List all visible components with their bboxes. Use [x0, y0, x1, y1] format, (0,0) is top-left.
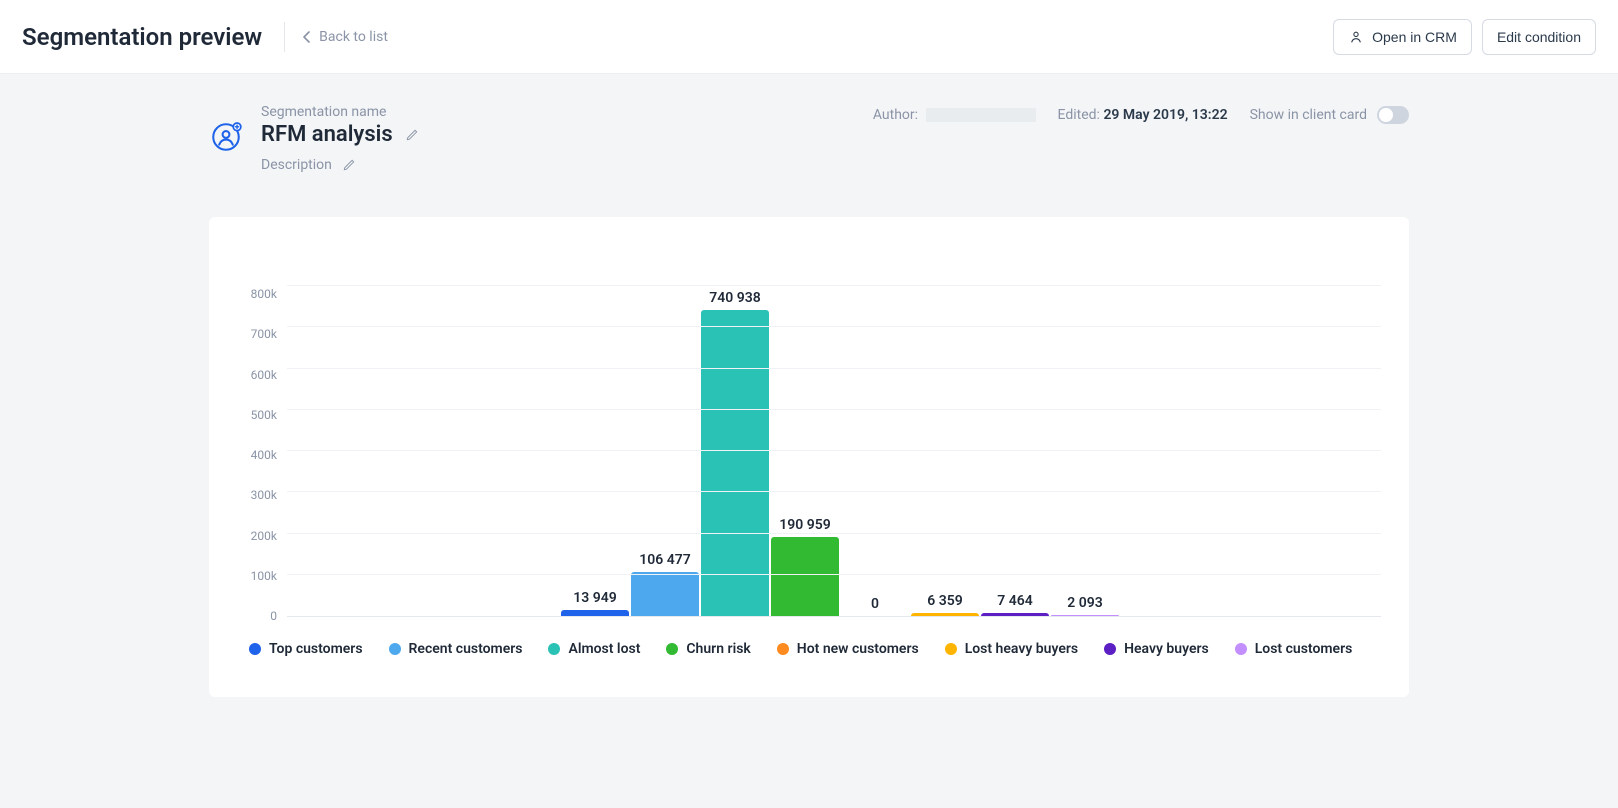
chevron-left-icon [303, 31, 311, 43]
author-block: Author: [873, 107, 1036, 123]
legend-swatch [249, 643, 261, 655]
description-label: Description [261, 157, 332, 173]
legend-label: Heavy buyers [1124, 641, 1209, 657]
gridline [287, 368, 1381, 369]
chart: 800k 700k 600k 500k 400k 300k 200k 100k 0 13 949… [237, 287, 1381, 623]
show-in-client-card-label: Show in client card [1250, 107, 1367, 123]
author-value-redacted [926, 108, 1036, 122]
gridline [287, 285, 1381, 286]
y-tick-label: 400k [251, 448, 277, 462]
y-tick-label: 0 [270, 609, 277, 623]
gridline [287, 326, 1381, 327]
bar-value-label: 7 464 [997, 593, 1032, 609]
y-tick-label: 700k [251, 327, 277, 341]
legend-item[interactable]: Lost heavy buyers [945, 641, 1078, 657]
bar-item: 106 477 [631, 552, 699, 616]
edited-label: Edited: [1058, 107, 1100, 123]
edit-name-icon[interactable] [405, 128, 419, 142]
gridline [287, 574, 1381, 575]
chart-card: 800k 700k 600k 500k 400k 300k 200k 100k 0 13 949… [209, 217, 1409, 697]
segmentation-name: RFM analysis [261, 122, 393, 147]
legend-label: Recent customers [409, 641, 523, 657]
bar-rect[interactable] [911, 613, 979, 616]
divider [284, 22, 285, 52]
legend-item[interactable]: Recent customers [389, 641, 523, 657]
bar-value-label: 106 477 [639, 552, 690, 568]
gridline [287, 533, 1381, 534]
segmentation-name-label: Segmentation name [261, 104, 419, 120]
bar-item: 6 359 [911, 593, 979, 616]
bar-item: 7 464 [981, 593, 1049, 616]
top-bar: Segmentation preview Back to list Open i… [0, 0, 1618, 74]
bar-item: 740 938 [701, 290, 769, 616]
open-in-crm-button[interactable]: Open in CRM [1333, 19, 1472, 55]
legend-item[interactable]: Lost customers [1235, 641, 1353, 657]
bar-rect[interactable] [701, 310, 769, 616]
open-in-crm-label: Open in CRM [1372, 29, 1457, 45]
legend-label: Churn risk [686, 641, 750, 657]
content-area: Segmentation name RFM analysis Descripti… [0, 74, 1618, 737]
legend-swatch [1235, 643, 1247, 655]
bar-item: 13 949 [561, 590, 629, 616]
edited-block: Edited: 29 May 2019, 13:22 [1058, 107, 1228, 123]
bar-rect[interactable] [631, 572, 699, 616]
bar-value-label: 190 959 [779, 517, 830, 533]
legend-swatch [777, 643, 789, 655]
bar-rect[interactable] [771, 537, 839, 616]
show-in-client-card-toggle[interactable] [1377, 106, 1409, 124]
bar-value-label: 6 359 [927, 593, 962, 609]
meta-right: Author: Edited: 29 May 2019, 13:22 Show … [873, 104, 1409, 124]
back-to-list-link[interactable]: Back to list [303, 29, 388, 45]
meta-row: Segmentation name RFM analysis Descripti… [209, 104, 1409, 173]
person-icon [1348, 29, 1364, 45]
legend-label: Lost heavy buyers [965, 641, 1078, 657]
bar-value-label: 0 [871, 596, 879, 612]
legend-item[interactable]: Top customers [249, 641, 363, 657]
segment-icon [209, 120, 243, 154]
bar-value-label: 13 949 [573, 590, 616, 606]
legend-swatch [945, 643, 957, 655]
chart-plot: 13 949 106 477 740 938 190 959 0 6 359 7 464 2 … [287, 287, 1381, 617]
page-title: Segmentation preview [22, 23, 262, 51]
legend-item[interactable]: Heavy buyers [1104, 641, 1209, 657]
bar-rect[interactable] [981, 613, 1049, 616]
bar-value-label: 740 938 [709, 290, 760, 306]
back-to-list-label: Back to list [319, 29, 388, 45]
author-label: Author: [873, 107, 918, 123]
y-tick-label: 800k [251, 287, 277, 301]
legend-label: Top customers [269, 641, 363, 657]
segmentation-header: Segmentation name RFM analysis Descripti… [261, 104, 419, 173]
edit-condition-label: Edit condition [1497, 29, 1581, 45]
edited-value: 29 May 2019, 13:22 [1103, 107, 1227, 123]
legend-label: Hot new customers [797, 641, 919, 657]
legend-swatch [389, 643, 401, 655]
edit-description-icon[interactable] [342, 158, 356, 172]
y-tick-label: 100k [251, 569, 277, 583]
y-axis: 800k 700k 600k 500k 400k 300k 200k 100k 0 [237, 287, 287, 623]
legend-label: Lost customers [1255, 641, 1353, 657]
bar-item: 2 093 [1051, 595, 1119, 616]
legend-item[interactable]: Churn risk [666, 641, 750, 657]
chart-legend: Top customers Recent customers Almost lost… [249, 641, 1381, 657]
gridline [287, 491, 1381, 492]
legend-swatch [548, 643, 560, 655]
bars-container: 13 949 106 477 740 938 190 959 0 6 359 7 464 2 … [561, 290, 1119, 616]
edit-condition-button[interactable]: Edit condition [1482, 19, 1596, 55]
legend-item[interactable]: Almost lost [548, 641, 640, 657]
legend-swatch [666, 643, 678, 655]
legend-label: Almost lost [568, 641, 640, 657]
legend-item[interactable]: Hot new customers [777, 641, 919, 657]
gridline [287, 450, 1381, 451]
y-tick-label: 300k [251, 488, 277, 502]
bar-rect[interactable] [1051, 615, 1119, 616]
legend-swatch [1104, 643, 1116, 655]
bar-item: 0 [841, 596, 909, 616]
y-tick-label: 600k [251, 368, 277, 382]
show-in-client-card-block: Show in client card [1250, 106, 1409, 124]
y-tick-label: 500k [251, 408, 277, 422]
gridline [287, 409, 1381, 410]
bar-rect[interactable] [561, 610, 629, 616]
y-tick-label: 200k [251, 529, 277, 543]
bar-value-label: 2 093 [1067, 595, 1102, 611]
